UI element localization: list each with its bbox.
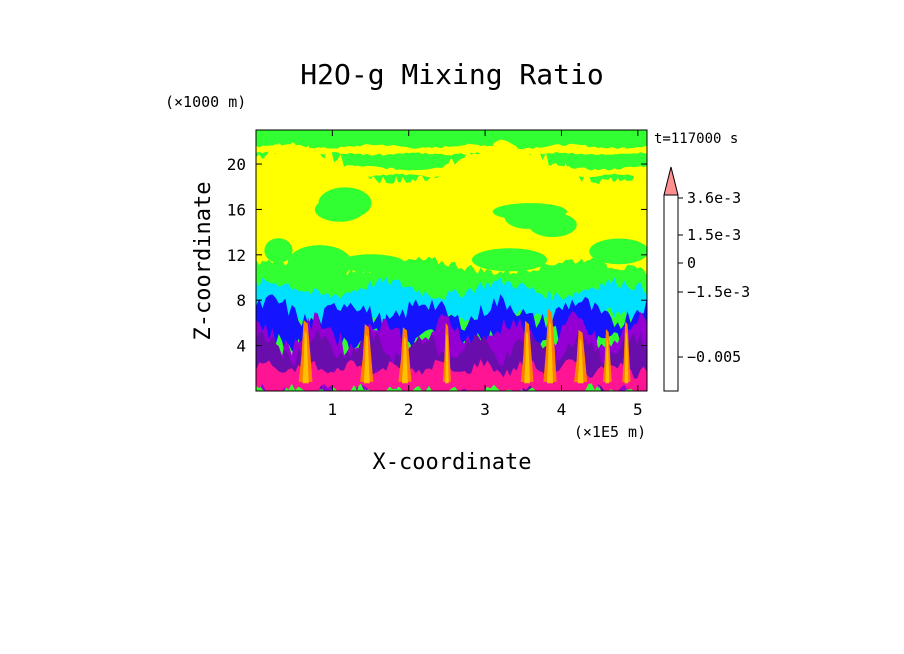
x-tick-label: 5 (633, 400, 643, 419)
contour-patch (528, 212, 577, 238)
contour-patch (318, 187, 372, 219)
x-axis: 1 2 3 4 5 (328, 130, 643, 419)
colorbar-extend-arrow (663, 166, 679, 196)
y-tick-label: 8 (236, 291, 246, 310)
y-tick-label: 16 (227, 200, 246, 219)
convective-plume-core (605, 338, 610, 384)
colorbar-label: 0 (687, 254, 696, 272)
chart-title: H2O-g Mixing Ratio (300, 58, 603, 91)
y-axis: 4 8 12 16 20 (227, 155, 647, 356)
plot-frame (255, 129, 648, 392)
convective-plume-core (363, 334, 370, 384)
colorbar-labels: 3.6e-3 1.5e-3 0 −1.5e-3 −0.005 (678, 189, 750, 366)
colorbar-label: 1.5e-3 (687, 226, 741, 244)
contour-band-blue (256, 294, 647, 355)
contour-field (256, 130, 647, 391)
contour-patch (589, 238, 647, 265)
convective-plume-core (524, 331, 530, 384)
convective-plume-core (577, 339, 584, 384)
convective-plume-core (624, 331, 629, 384)
colorbar (663, 166, 679, 392)
convective-plume-core (302, 330, 309, 384)
y-tick-label: 12 (227, 246, 246, 265)
convective-plume-core (402, 336, 408, 384)
colorbar-label: −0.005 (687, 348, 741, 366)
colorbar-frame (663, 194, 679, 392)
x-tick-label: 2 (404, 400, 414, 419)
convective-plume-core (445, 333, 449, 384)
x-tick-label: 1 (328, 400, 338, 419)
y-tick-label: 4 (236, 337, 246, 356)
x-units-label: (×1E5 m) (574, 423, 646, 441)
time-label: t=117000 s (654, 131, 738, 147)
contour-band-upper-stripe (256, 165, 647, 178)
x-axis-label: X-coordinate (373, 450, 532, 475)
contour-patch (471, 248, 548, 272)
convective-plume-core (547, 321, 553, 384)
y-units-label: (×1000 m) (165, 93, 246, 111)
contour-band-upper-stripe (256, 143, 647, 156)
x-tick-label: 3 (480, 400, 490, 419)
contour-patch (264, 238, 293, 263)
colorbar-label: −1.5e-3 (687, 283, 750, 301)
y-axis-label: Z-coordinate (191, 182, 216, 341)
contour-band-upper-stripe (256, 179, 647, 192)
x-tick-label: 4 (557, 400, 567, 419)
colorbar-label: 3.6e-3 (687, 189, 741, 207)
contour-patch (337, 254, 405, 273)
y-tick-label: 20 (227, 155, 246, 174)
